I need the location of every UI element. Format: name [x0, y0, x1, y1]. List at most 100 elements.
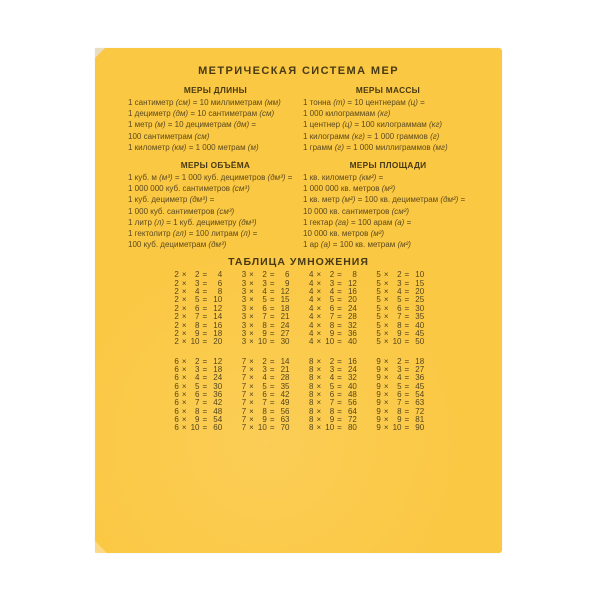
measure-line: 1 гектар (га) = 100 арам (а) =: [303, 217, 412, 227]
multiplication-fact: 6 × 5 = 30: [174, 381, 223, 391]
multiplication-fact: 2 × 4 = 8: [174, 287, 223, 297]
multiplication-fact: 5 × 4 = 20: [376, 287, 425, 297]
multiplication-fact: 5 × 3 = 15: [376, 278, 425, 288]
multiplication-fact: 8 × 2 = 16: [309, 356, 357, 366]
multiplication-fact: 7 × 6 = 42: [241, 389, 290, 399]
multiplication-fact: 2 × 6 = 12: [174, 303, 223, 313]
measure-line: 1 кв. метр (м²) = 100 кв. дециметрам (дм…: [303, 195, 466, 205]
multiplication-fact: 8 × 4 = 32: [309, 373, 357, 383]
multiplication-fact: 5 × 9 = 45: [376, 328, 425, 338]
measure-line: 1 ар (а) = 100 кв. метрам (м²): [303, 240, 411, 250]
measure-line: 1 километр (км) = 1 000 метрам (м): [128, 142, 259, 152]
measure-line: 1 куб. дециметр (дм³) =: [128, 195, 215, 205]
measure-line: 1 тонна (т) = 10 центнерам (ц) =: [303, 98, 425, 107]
multiplication-fact: 6 × 6 = 36: [174, 389, 223, 399]
multiplication-group-4: 4 × 2 = 8 4 × 3 = 12 4 × 4 = 16 4 × 5 = 20 4 × 6 = 24 4 × 7 = 28 4 × 8 = 3…: [308, 271, 357, 346]
multiplication-fact: 7 × 10 = 70: [241, 423, 290, 433]
multiplication-fact: 9 × 9 = 81: [376, 414, 425, 424]
multiplication-fact: 8 × 10 = 80: [309, 423, 357, 433]
section-measures-length: МЕРЫ ДЛИНЫ 1 сантиметр (см) = 10 миллимет…: [128, 83, 303, 153]
multiplication-fact: 4 × 3 = 12: [309, 278, 357, 288]
multiplication-fact: 7 × 3 = 21: [241, 364, 290, 374]
section-title: МЕРЫ ДЛИНЫ: [183, 85, 248, 95]
measure-line: 1 сантиметр (см) = 10 миллиметрам (мм): [128, 98, 281, 107]
measure-line: 1 000 000 куб. сантиметров (см³): [128, 184, 250, 194]
measure-line: 1 кв. километр (км²) =: [303, 173, 384, 183]
multiplication-fact: 8 × 9 = 72: [309, 414, 357, 424]
multiplication-fact: 9 × 4 = 36: [376, 373, 425, 383]
multiplication-fact: 8 × 6 = 48: [309, 389, 357, 399]
multiplication-fact: 8 × 5 = 40: [309, 381, 357, 391]
multiplication-fact: 4 × 2 = 8: [309, 270, 357, 280]
multiplication-group-5: 5 × 2 = 10 5 × 3 = 15 5 × 4 = 20 5 × 5 = 25 5 × 6 = 30 5 × 7 = 35 5 × 8 =…: [375, 271, 424, 346]
section-title: МЕРЫ ПЛОЩАДИ: [349, 160, 427, 171]
multiplication-fact: 3 × 8 = 24: [241, 320, 290, 330]
multiplication-fact: 4 × 7 = 28: [309, 312, 357, 322]
multiplication-fact: 8 × 7 = 56: [309, 398, 357, 408]
multiplication-fact: 9 × 8 = 72: [376, 406, 425, 416]
multiplication-fact: 5 × 8 = 40: [376, 320, 425, 330]
multiplication-fact: 9 × 2 = 18: [376, 356, 425, 366]
measure-line: 10 000 кв. метров (м²): [303, 229, 385, 239]
measure-line: 1 000 000 кв. метров (м²): [303, 184, 396, 194]
multiplication-fact: 9 × 3 = 27: [376, 364, 425, 374]
multiplication-fact: 5 × 7 = 35: [376, 312, 425, 322]
measure-line: 10 000 кв. сантиметров (см²): [303, 206, 410, 216]
reference-card: МЕТРИЧЕСКАЯ СИСТЕМА МЕР МЕРЫ ДЛИНЫ 1 сант…: [95, 48, 502, 553]
multiplication-fact: 2 × 9 = 18: [174, 328, 223, 338]
multiplication-fact: 3 × 5 = 15: [241, 295, 290, 305]
multiplication-fact: 7 × 2 = 14: [241, 356, 290, 366]
multiplication-fact: 2 × 7 = 14: [174, 312, 223, 322]
multiplication-fact: 6 × 10 = 60: [174, 423, 223, 433]
multiplication-fact: 6 × 9 = 54: [174, 414, 223, 424]
multiplication-group-6: 6 × 2 = 12 6 × 3 = 18 6 × 4 = 24 6 × 5 = 30 6 × 6 = 36 6 × 7 = 42 6 × 8 =…: [173, 357, 223, 433]
multiplication-fact: 7 × 7 = 49: [241, 398, 290, 408]
multiplication-fact: 2 × 10 = 20: [174, 337, 223, 347]
multiplication-fact: 8 × 8 = 64: [309, 406, 357, 416]
multiplication-fact: 9 × 5 = 45: [376, 381, 425, 391]
card-corner-fold-top-left-icon: [95, 48, 105, 58]
multiplication-fact: 2 × 2 = 4: [174, 270, 223, 280]
multiplication-fact: 3 × 3 = 9: [241, 278, 290, 288]
measure-line: 1 дециметр (дм) = 10 сантиметрам (см): [128, 109, 275, 119]
measure-sections: МЕРЫ ДЛИНЫ 1 сантиметр (см) = 10 миллимет…: [128, 83, 502, 250]
measure-line: 1 000 килограммам (кг): [303, 109, 391, 119]
multiplication-fact: 9 × 7 = 63: [376, 398, 425, 408]
multiplication-fact: 3 × 4 = 12: [241, 287, 290, 297]
multiplication-fact: 3 × 10 = 30: [241, 337, 290, 347]
multiplication-group-3: 3 × 2 = 6 3 × 3 = 9 3 × 4 = 12 3 × 5 = 15 3 × 6 = 18 3 × 7 = 21 3 × 8 = 24…: [240, 270, 290, 347]
multiplication-fact: 7 × 8 = 56: [241, 406, 290, 416]
multiplication-fact: 3 × 2 = 6: [241, 270, 290, 280]
measure-line: 1 килограмм (кг) = 1 000 граммов (г): [303, 131, 440, 141]
section-measures-area: МЕРЫ ПЛОЩАДИ 1 кв. километр (км²) = 1 000 …: [303, 158, 473, 250]
multiplication-fact: 3 × 9 = 27: [241, 328, 290, 338]
measure-line: 100 куб. дециметрам (дм³): [128, 240, 227, 250]
multiplication-group-7: 7 × 2 = 14 7 × 3 = 21 7 × 4 = 28 7 × 5 = 35 7 × 6 = 42 7 × 7 = 49 7 × 8 =…: [240, 356, 290, 433]
multiplication-fact: 7 × 9 = 63: [241, 414, 290, 424]
measure-line: 1 гектолитр (гл) = 100 литрам (л) =: [128, 229, 258, 239]
section-measures-volume: МЕРЫ ОБЪЁМА 1 куб. м (м³) = 1 000 куб. де…: [128, 158, 303, 250]
multiplication-fact: 2 × 3 = 6: [174, 278, 223, 288]
card-corner-fold-bottom-left-icon: [95, 541, 107, 553]
multiplication-fact: 4 × 4 = 16: [309, 287, 357, 297]
measure-line: 1 куб. м (м³) = 1 000 куб. дециметров (д…: [128, 173, 293, 183]
multiplication-fact: 2 × 8 = 16: [174, 320, 223, 330]
multiplication-fact: 4 × 9 = 36: [309, 328, 357, 338]
section-title: МЕРЫ МАССЫ: [355, 85, 421, 95]
multiplication-fact: 8 × 3 = 24: [309, 364, 357, 374]
section-measures-mass: МЕРЫ МАССЫ 1 тонна (т) = 10 центнерам (ц)…: [303, 83, 473, 153]
multiplication-table-title: ТАБЛИЦА УМНОЖЕНИЯ: [228, 256, 369, 269]
multiplication-group-9: 9 × 2 = 18 9 × 3 = 27 9 × 4 = 36 9 × 5 = 45 9 × 6 = 54 9 × 7 = 63 9 × 8 =…: [375, 356, 425, 433]
multiplication-group-2: 2 × 2 = 4 2 × 3 = 6 2 × 4 = 8 2 × 5 = 10 2 × 6 = 12 2 × 7 = 14 2 × 8 = 16 2…: [173, 271, 222, 346]
multiplication-fact: 3 × 7 = 21: [241, 312, 290, 322]
measure-line: 1 метр (м) = 10 дециметрам (дм) =: [128, 120, 257, 130]
multiplication-fact: 5 × 2 = 10: [376, 270, 425, 280]
multiplication-fact: 6 × 3 = 18: [174, 364, 223, 374]
measure-line: 1 литр (л) = 1 куб. дециметру (дм³): [128, 217, 257, 227]
multiplication-fact: 4 × 10 = 40: [309, 337, 357, 347]
multiplication-fact: 6 × 4 = 24: [174, 373, 223, 383]
multiplication-fact: 4 × 6 = 24: [309, 303, 357, 313]
metric-system-title: МЕТРИЧЕСКАЯ СИСТЕМА МЕР: [198, 65, 399, 77]
section-title: МЕРЫ ОБЪЁМА: [180, 160, 251, 171]
multiplication-table: 2 × 2 = 4 2 × 3 = 6 2 × 4 = 8 2 × 5 = 10 2 × 6 = 12 2 × 7 = 14 2 × 8 = 16 2…: [95, 270, 502, 433]
